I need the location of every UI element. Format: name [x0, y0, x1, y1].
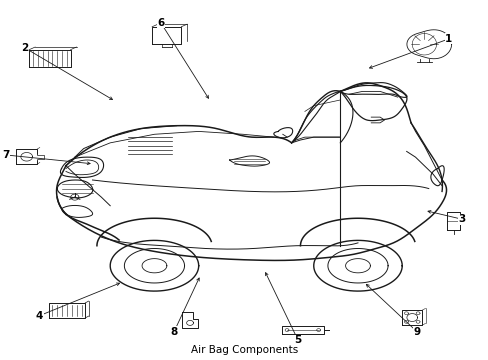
Text: 4: 4 — [36, 311, 43, 321]
Text: 2: 2 — [21, 43, 28, 53]
Polygon shape — [406, 30, 451, 59]
Polygon shape — [21, 153, 32, 161]
Polygon shape — [49, 303, 85, 318]
Text: 6: 6 — [157, 18, 164, 28]
Text: 3: 3 — [458, 214, 465, 224]
Polygon shape — [152, 27, 181, 44]
Polygon shape — [37, 155, 44, 158]
Polygon shape — [182, 312, 198, 328]
Text: 8: 8 — [170, 327, 177, 337]
Text: 5: 5 — [294, 335, 301, 345]
Polygon shape — [29, 50, 71, 67]
Polygon shape — [401, 310, 422, 325]
Polygon shape — [17, 149, 37, 164]
Polygon shape — [446, 212, 459, 230]
Text: 7: 7 — [2, 150, 10, 160]
Text: Air Bag Components: Air Bag Components — [190, 345, 298, 355]
Polygon shape — [282, 326, 323, 334]
Text: 9: 9 — [413, 327, 420, 337]
Text: 1: 1 — [444, 34, 451, 44]
